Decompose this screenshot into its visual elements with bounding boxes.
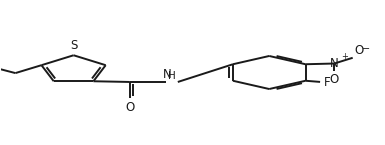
- Text: N: N: [163, 68, 172, 80]
- Text: H: H: [168, 70, 176, 80]
- Text: −: −: [362, 44, 370, 54]
- Text: O: O: [330, 73, 339, 86]
- Text: S: S: [70, 39, 77, 52]
- Text: +: +: [341, 52, 348, 61]
- Text: N: N: [330, 57, 339, 70]
- Text: F: F: [324, 76, 331, 89]
- Text: O: O: [125, 101, 134, 114]
- Text: O: O: [354, 44, 363, 57]
